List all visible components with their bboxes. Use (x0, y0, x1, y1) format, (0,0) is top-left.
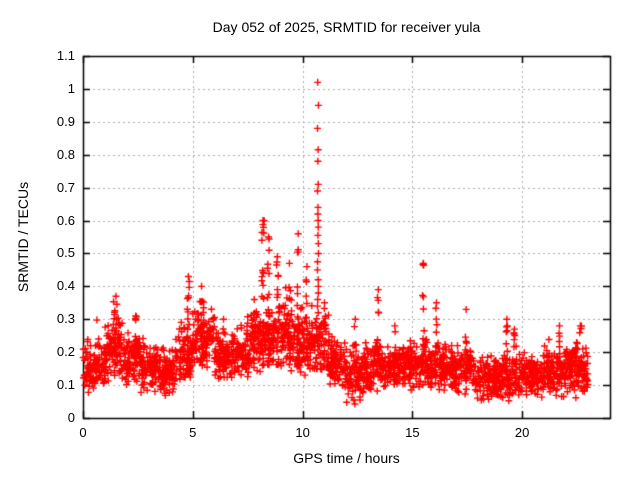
y-tick-label: 1.1 (56, 48, 75, 63)
y-tick-label: 0.5 (56, 245, 75, 261)
y-tick-label: 0 (67, 410, 75, 425)
x-tick-label: 0 (79, 425, 87, 440)
x-axis-label: GPS time / hours (293, 450, 400, 466)
x-tick-label: 15 (405, 425, 420, 440)
x-tick-label: 5 (189, 425, 197, 440)
y-tick-label: 0.8 (56, 146, 75, 162)
y-tick-label: 0.3 (56, 311, 75, 327)
y-tick-label: 0.9 (56, 113, 75, 129)
y-tick-label: 1 (67, 80, 75, 96)
y-tick-label: 0.7 (56, 179, 75, 195)
y-tick-label: 0.4 (56, 278, 75, 294)
chart-title: Day 052 of 2025, SRMTID for receiver yul… (212, 19, 481, 35)
y-tick-label: 0.6 (56, 212, 75, 228)
y-tick-label: 0.2 (56, 344, 75, 360)
y-tick-label: 0.1 (56, 377, 75, 393)
y-axis-label: SRMTID / TECUs (15, 181, 31, 293)
x-tick-label: 10 (295, 425, 310, 440)
x-tick-label: 20 (514, 425, 530, 440)
